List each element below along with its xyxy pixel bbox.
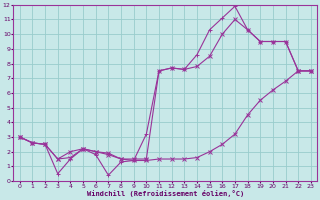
- X-axis label: Windchill (Refroidissement éolien,°C): Windchill (Refroidissement éolien,°C): [87, 190, 244, 197]
